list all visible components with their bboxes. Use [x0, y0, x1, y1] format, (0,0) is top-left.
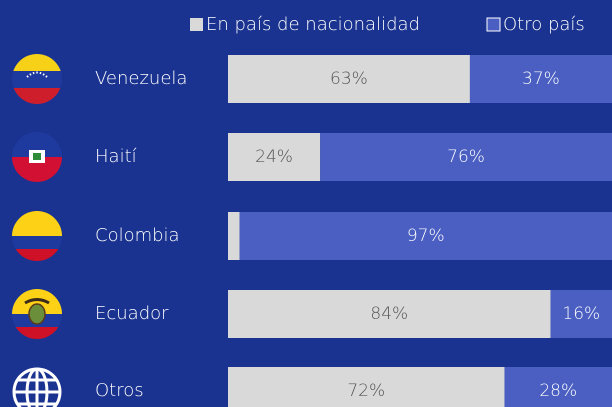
category-label: Haití: [95, 146, 137, 167]
legend-label: Otro país: [503, 14, 585, 35]
category-label: Otros: [95, 380, 144, 401]
bar-segment: [228, 367, 505, 407]
bar-segment: [320, 133, 612, 181]
category-label: Venezuela: [95, 68, 187, 89]
category-label: Ecuador: [95, 303, 169, 324]
value-label: 84%: [370, 304, 408, 324]
value-label: 63%: [330, 69, 368, 89]
flag-venezuela: [12, 54, 62, 104]
flag-colombia: [12, 211, 62, 261]
value-label: 16%: [562, 304, 600, 324]
legend-label: En país de nacionalidad: [206, 14, 420, 35]
category-label: Colombia: [95, 225, 180, 246]
flag-haiti: [12, 132, 62, 182]
legend-swatch: [486, 17, 501, 32]
value-label: 24%: [255, 147, 293, 167]
value-label: 76%: [447, 147, 485, 167]
flag-ecuador: [12, 289, 62, 339]
bar-segment: [228, 212, 240, 260]
bar-segment: [228, 290, 551, 338]
bar-segment: [469, 55, 612, 103]
bar-segment: [228, 133, 321, 181]
legend-swatch: [190, 18, 203, 31]
value-label: 28%: [539, 381, 577, 401]
bar-segment: [228, 55, 470, 103]
bar-segment: [239, 212, 612, 260]
value-label: 97%: [407, 226, 445, 246]
bar-segment: [504, 367, 612, 407]
bar-segment: [550, 290, 612, 338]
value-label: 72%: [347, 381, 385, 401]
value-label: 37%: [522, 69, 560, 89]
globe-icon: [12, 367, 62, 407]
